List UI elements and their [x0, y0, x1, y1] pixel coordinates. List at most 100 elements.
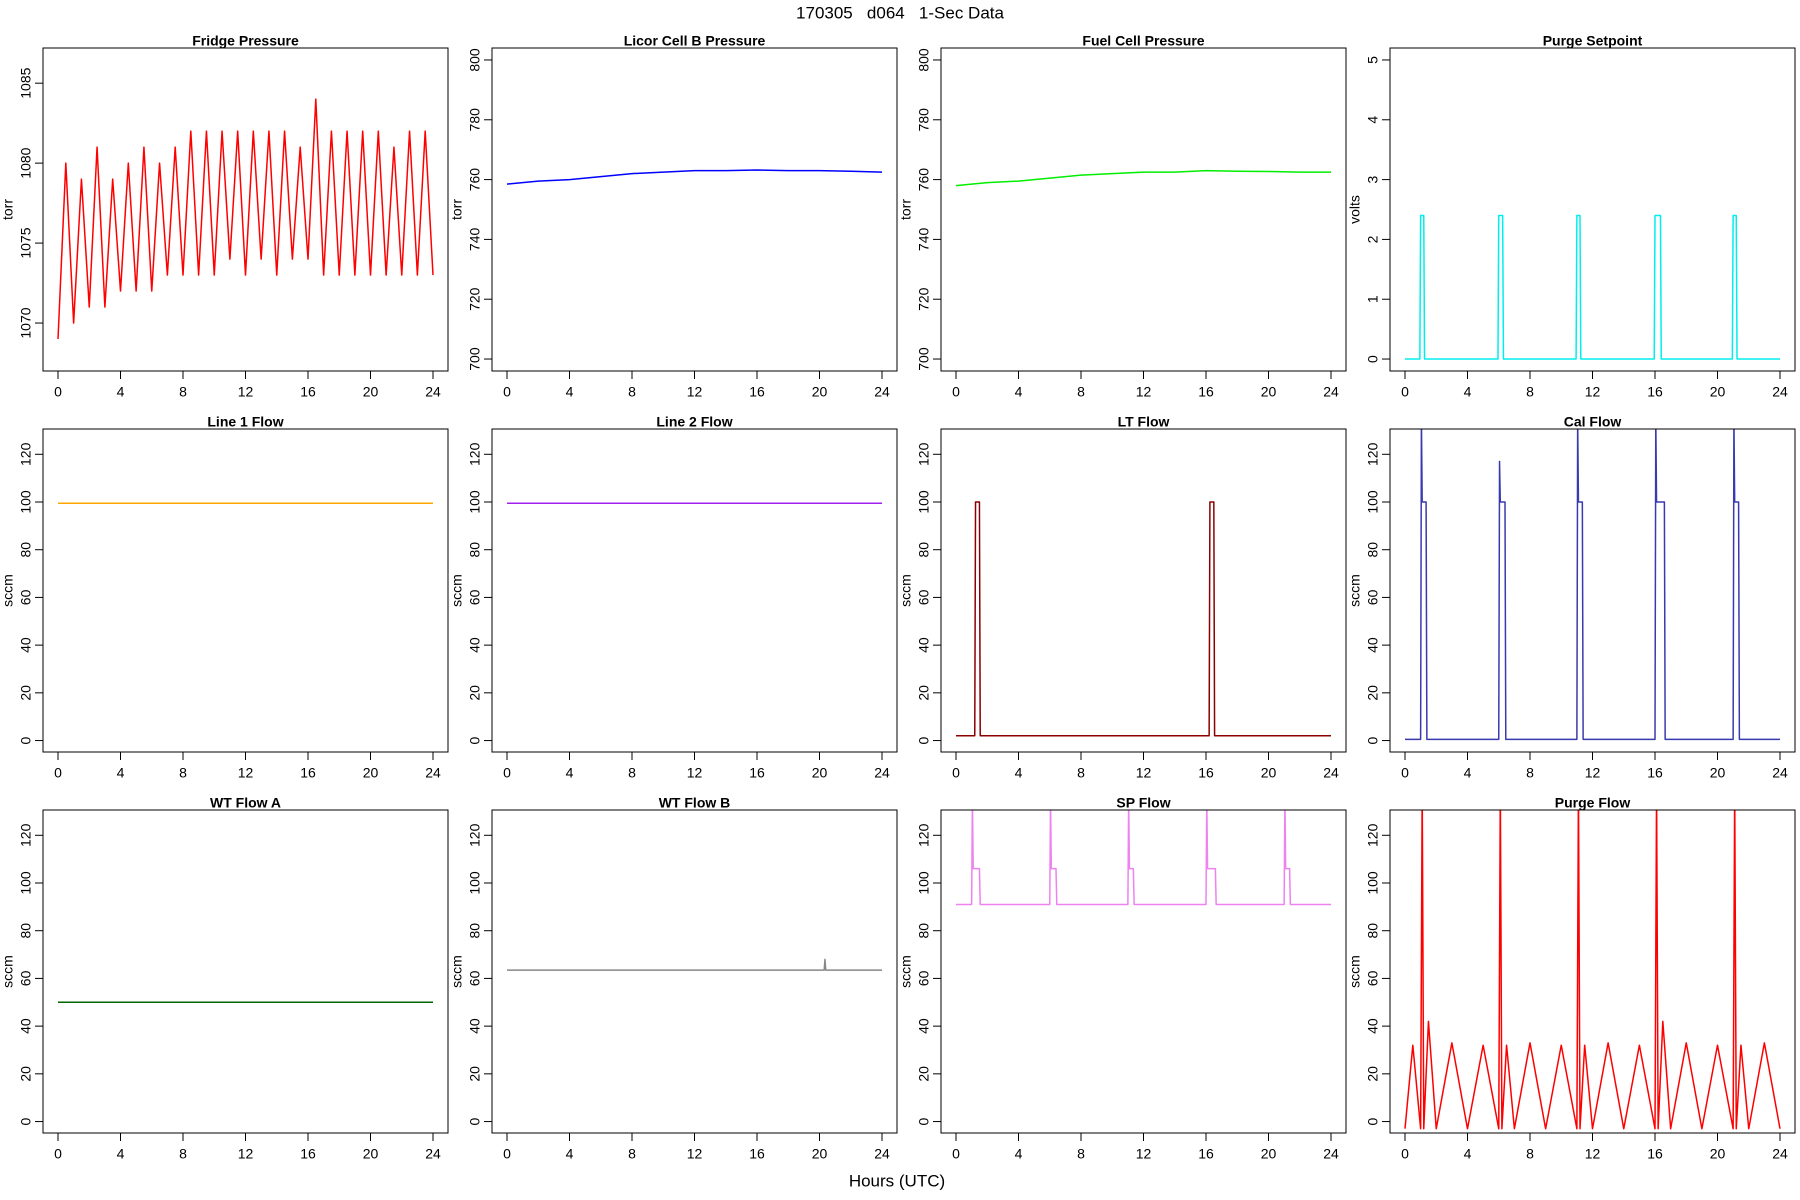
x-tick-label: 16 — [1647, 384, 1663, 400]
x-tick-label: 8 — [628, 384, 636, 400]
x-tick-label: 8 — [1526, 765, 1534, 781]
panel-title: Purge Setpoint — [1543, 33, 1643, 49]
panel-title: LT Flow — [1118, 414, 1170, 430]
x-tick-label: 4 — [1464, 1146, 1472, 1162]
y-tick-label: 20 — [1365, 685, 1381, 701]
y-tick-label: 0 — [1365, 736, 1381, 744]
x-tick-label: 4 — [1015, 384, 1023, 400]
y-tick-label: 60 — [467, 589, 483, 605]
x-tick-label: 0 — [1401, 1146, 1409, 1162]
x-tick-label: 4 — [117, 1146, 125, 1162]
x-tick-label: 24 — [1323, 384, 1339, 400]
x-tick-label: 8 — [1077, 1146, 1085, 1162]
data-line — [955, 169, 1331, 187]
x-tick-label: 16 — [300, 384, 316, 400]
y-tick-label: 1085 — [18, 67, 34, 98]
y-tick-label: 20 — [18, 685, 34, 701]
y-tick-label: 120 — [916, 823, 932, 847]
y-tick-label: 120 — [18, 823, 34, 847]
x-tick-label: 8 — [1077, 765, 1085, 781]
y-tick-label: 40 — [18, 1018, 34, 1034]
y-tick-label: 1080 — [18, 147, 34, 178]
y-tick-label: 60 — [1365, 970, 1381, 986]
x-tick-label: 8 — [628, 765, 636, 781]
plot-frame — [42, 428, 449, 753]
x-tick-label: 24 — [874, 1146, 890, 1162]
y-tick-label: 3 — [1365, 175, 1381, 183]
y-tick-label: 100 — [916, 871, 932, 895]
y-tick-label: 700 — [916, 347, 932, 371]
x-tick-label: 20 — [812, 384, 828, 400]
x-tick-label: 24 — [425, 1146, 441, 1162]
x-tick-label: 4 — [117, 765, 125, 781]
x-tick-label: 16 — [749, 765, 765, 781]
x-tick-label: 24 — [1772, 1146, 1788, 1162]
x-tick-label: 12 — [238, 765, 254, 781]
y-axis-label: sccm — [1347, 955, 1363, 988]
y-tick-label: 720 — [467, 287, 483, 311]
x-tick-label: 24 — [1772, 765, 1788, 781]
x-tick-label: 8 — [179, 384, 187, 400]
x-tick-label: 0 — [54, 765, 62, 781]
y-tick-label: 760 — [916, 168, 932, 192]
y-tick-label: 120 — [467, 442, 483, 466]
y-tick-label: 760 — [467, 168, 483, 192]
figure-title: 170305 d064 1-Sec Data — [796, 3, 1004, 22]
data-line — [507, 958, 882, 971]
y-tick-label: 60 — [18, 589, 34, 605]
panel-title: Fuel Cell Pressure — [1082, 33, 1204, 49]
y-tick-label: 60 — [916, 970, 932, 986]
x-tick-label: 16 — [1198, 1146, 1214, 1162]
data-line — [956, 810, 1331, 906]
x-tick-label: 4 — [1464, 765, 1472, 781]
panel-title: WT Flow A — [210, 795, 281, 811]
y-tick-label: 100 — [18, 490, 34, 514]
x-tick-label: 0 — [54, 1146, 62, 1162]
x-tick-label: 24 — [425, 765, 441, 781]
y-tick-label: 780 — [467, 108, 483, 132]
y-tick-label: 0 — [18, 1117, 34, 1125]
x-tick-label: 8 — [179, 1146, 187, 1162]
x-tick-label: 12 — [1585, 1146, 1601, 1162]
x-tick-label: 24 — [874, 765, 890, 781]
x-tick-label: 0 — [1401, 765, 1409, 781]
data-line — [956, 501, 1331, 737]
y-tick-label: 80 — [18, 923, 34, 939]
x-tick-label: 20 — [363, 384, 379, 400]
y-tick-label: 40 — [916, 637, 932, 653]
x-tick-label: 20 — [812, 765, 828, 781]
x-tick-label: 12 — [1136, 384, 1152, 400]
x-tick-label: 12 — [687, 765, 703, 781]
y-tick-label: 1 — [1365, 295, 1381, 303]
plot-frame — [42, 47, 449, 372]
y-axis-label: torr — [898, 199, 914, 220]
y-tick-label: 100 — [18, 871, 34, 895]
y-tick-label: 120 — [916, 442, 932, 466]
panel-title: Purge Flow — [1555, 795, 1631, 811]
x-tick-label: 24 — [1323, 765, 1339, 781]
y-tick-label: 5 — [1365, 56, 1381, 64]
y-tick-label: 40 — [1365, 1018, 1381, 1034]
y-tick-label: 20 — [916, 685, 932, 701]
x-tick-label: 20 — [363, 765, 379, 781]
x-tick-label: 20 — [1710, 384, 1726, 400]
y-tick-label: 740 — [467, 228, 483, 252]
x-tick-label: 12 — [238, 1146, 254, 1162]
y-tick-label: 20 — [916, 1066, 932, 1082]
x-tick-label: 24 — [874, 384, 890, 400]
y-tick-label: 120 — [18, 442, 34, 466]
x-tick-label: 24 — [425, 384, 441, 400]
x-tick-label: 4 — [566, 765, 574, 781]
y-axis-label: torr — [0, 199, 16, 220]
y-tick-label: 120 — [1365, 823, 1381, 847]
y-tick-label: 780 — [916, 108, 932, 132]
y-axis-label: sccm — [449, 574, 465, 607]
panel-title: Line 1 Flow — [207, 414, 283, 430]
x-tick-label: 20 — [1261, 384, 1277, 400]
y-tick-label: 0 — [1365, 1117, 1381, 1125]
x-tick-label: 4 — [566, 1146, 574, 1162]
panel-title: SP Flow — [1116, 795, 1170, 811]
x-axis-label: Hours (UTC) — [849, 1171, 945, 1190]
y-tick-label: 60 — [467, 970, 483, 986]
y-axis-label: volts — [1347, 195, 1363, 224]
